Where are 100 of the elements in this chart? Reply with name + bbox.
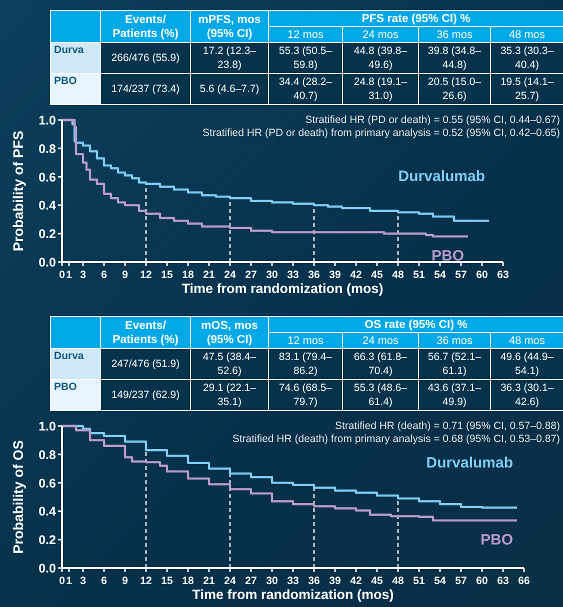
- text: 55.3 (48.6–61.4): [342, 380, 418, 410]
- x-tick-label: 3: [80, 269, 86, 281]
- y-tick-label: 0.4: [38, 198, 56, 213]
- x-tick-label: 57: [455, 269, 467, 281]
- text: 174/237 (73.4): [100, 74, 190, 104]
- text: 39.8 (34.8–44.8): [418, 42, 490, 74]
- series-label: PBO: [480, 531, 514, 548]
- y-tick-label: 0.8: [38, 448, 56, 462]
- annotation: Stratified HR (death) from primary analysis = 0.68 (95% CI, 0.53–0.87): [232, 433, 560, 445]
- text: 48 mos: [490, 332, 563, 348]
- x-tick-label: 39: [329, 575, 341, 587]
- x-tick-label: 12: [140, 269, 152, 281]
- text: 34.4 (28.2–40.7): [268, 74, 342, 104]
- text: 44.8 (39.8–49.6): [342, 42, 418, 74]
- text: 55.3 (50.5–59.8): [268, 42, 342, 74]
- y-tick-label: 0.6: [38, 476, 56, 490]
- text: 24 mos: [342, 332, 418, 348]
- text: 12 mos: [268, 26, 342, 42]
- x-tick-label: 36: [308, 575, 320, 587]
- text: OS rate (95% CI) %: [268, 316, 563, 332]
- text: mPFS, mos (95% CI): [190, 10, 268, 42]
- text: 35.3 (30.3–40.4): [490, 42, 563, 74]
- x-tick-label: 51: [413, 575, 425, 587]
- x-tick-label: 33: [287, 269, 299, 281]
- text: mOS, mos (95% CI): [190, 316, 268, 348]
- x-tick-label: 18: [182, 269, 194, 281]
- text: 83.1 (79.4–86.2): [268, 348, 342, 380]
- text: Durva: [50, 348, 100, 380]
- x-tick-label: 51: [413, 269, 425, 281]
- text: 19.5 (14.1–25.7): [490, 74, 563, 104]
- annotation: Stratified HR (death) = 0.71 (95% CI, 0.57–0.88): [335, 420, 560, 432]
- text: 29.1 (22.1–35.1): [190, 380, 268, 410]
- x-tick-label: 27: [245, 575, 257, 587]
- series-label: PBO: [431, 247, 464, 264]
- annotation: Stratified HR (PD or death) from primary analysis = 0.52 (95% CI, 0.42–0.65): [202, 127, 560, 139]
- text: 24.8 (19.1–31.0): [342, 74, 418, 104]
- text: 149/237 (62.9): [100, 380, 190, 410]
- y-tick-label: 0.6: [38, 170, 56, 184]
- x-tick-label: 9: [122, 575, 128, 587]
- x-tick-label: 6: [101, 575, 108, 587]
- x-tick-label: 60: [476, 269, 488, 281]
- text: Events/ Patients (%): [100, 10, 190, 42]
- text: 20.5 (15.0–26.6): [418, 74, 490, 104]
- x-tick-label: 15: [161, 575, 173, 587]
- text: PBO: [50, 74, 100, 104]
- x-tick-label: 3: [80, 575, 86, 587]
- text: 36.3 (30.1–42.6): [490, 380, 563, 410]
- annotation: Stratified HR (PD or death) = 0.55 (95% CI, 0.44–0.67): [305, 114, 560, 126]
- x-tick-label: 48: [392, 269, 404, 281]
- x-tick-label: 1: [66, 269, 72, 281]
- x-tick-label: 54: [434, 269, 446, 281]
- text: 36 mos: [418, 332, 490, 348]
- y-tick-label: 0.2: [38, 227, 56, 242]
- text: 266/476 (55.9): [100, 42, 190, 74]
- x-tick-label: 54: [434, 575, 446, 587]
- y-tick-label: 0.4: [38, 504, 56, 519]
- text: Events/ Patients (%): [100, 316, 190, 348]
- x-tick-label: 33: [287, 575, 299, 587]
- y-tick-label: 0.8: [38, 142, 56, 156]
- x-tick-label: 30: [266, 575, 278, 587]
- x-tick-label: 39: [329, 269, 341, 281]
- x-tick-label: 0: [59, 269, 66, 281]
- x-tick-label: 12: [140, 575, 152, 587]
- x-tick-label: 6: [101, 269, 108, 281]
- y-tick-label: 1.0: [38, 114, 56, 128]
- y-tick-label: 0.2: [38, 533, 56, 548]
- x-tick-label: 21: [203, 269, 215, 281]
- series-label: Durvalumab: [398, 168, 485, 185]
- x-tick-label: 9: [122, 269, 128, 281]
- x-tick-label: 45: [371, 575, 383, 587]
- text: 43.6 (37.1–49.9): [418, 380, 490, 410]
- x-tick-label: 24: [224, 269, 236, 281]
- x-tick-label: 18: [182, 575, 194, 587]
- x-tick-label: 57: [455, 575, 467, 587]
- text: Durva: [50, 42, 100, 74]
- text: 247/476 (51.9): [100, 348, 190, 380]
- text: 47.5 (38.4–52.6): [190, 348, 268, 380]
- text: 66.3 (61.8–70.4): [342, 348, 418, 380]
- y-tick-label: 0.0: [38, 256, 56, 270]
- x-tick-label: 30: [266, 269, 278, 281]
- x-tick-label: 42: [350, 575, 362, 587]
- x-tick-label: 24: [224, 575, 236, 587]
- x-tick-label: 0: [59, 575, 66, 587]
- text: 56.7 (52.1–61.1): [418, 348, 490, 380]
- x-tick-label: 63: [497, 575, 509, 587]
- x-tick-label: 1: [66, 575, 72, 587]
- text: 24 mos: [342, 26, 418, 42]
- text: 5.6 (4.6–7.7): [190, 74, 268, 104]
- text: 12 mos: [268, 332, 342, 348]
- y-axis-title: Probability of PFS: [10, 130, 26, 252]
- y-tick-label: 0.0: [38, 562, 56, 576]
- x-axis-title: Time from randomization (mos): [182, 281, 384, 296]
- text: 49.6 (44.9–54.1): [490, 348, 563, 380]
- text: PBO: [50, 380, 100, 410]
- x-tick-label: 42: [350, 269, 362, 281]
- text: PFS rate (95% CI) %: [268, 10, 563, 26]
- text: 36 mos: [418, 26, 490, 42]
- x-tick-label: 15: [161, 269, 173, 281]
- x-tick-label: 63: [497, 269, 509, 281]
- x-tick-label: 27: [245, 269, 257, 281]
